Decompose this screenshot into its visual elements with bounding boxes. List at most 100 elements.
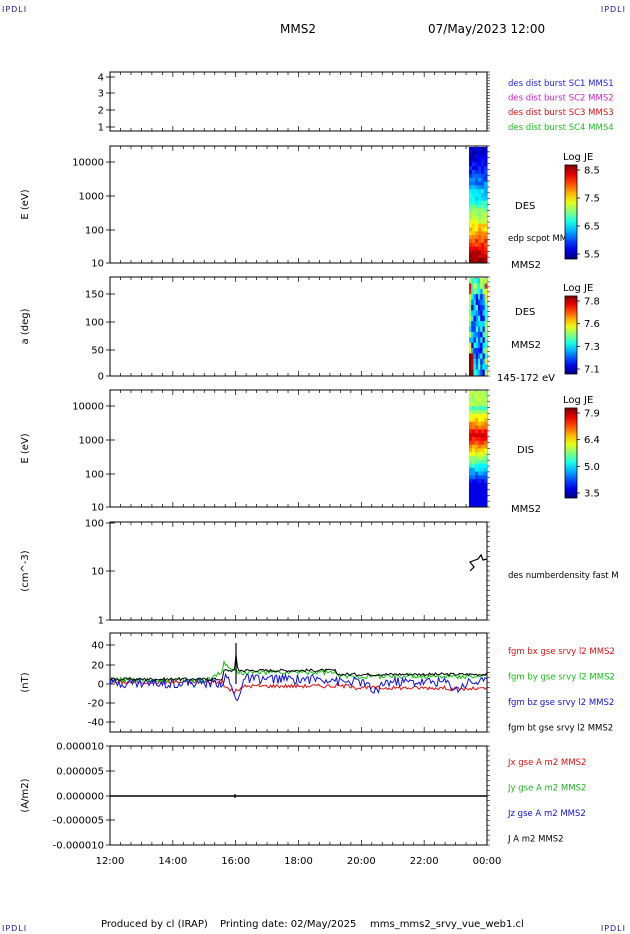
panel-4-cell: [475, 498, 479, 503]
panel-4-cell: [469, 406, 473, 411]
panel-4-cell: [469, 421, 473, 426]
panel-2-cell: [478, 216, 482, 221]
panel-3-cell: [473, 315, 477, 322]
panel-2-cell: [469, 208, 473, 213]
panel-3-ytick: 150: [85, 290, 104, 301]
panel-2-cell: [484, 219, 488, 225]
panel-2-cell: [469, 212, 473, 217]
panel-4-annotation-mms2: MMS2: [511, 504, 541, 515]
panel-4-cell: [469, 502, 473, 507]
panel-2-cell: [469, 239, 473, 244]
time-axis-label: 12:00: [96, 856, 125, 867]
panel-2-cell: [469, 170, 473, 175]
panel-4-cell: [475, 425, 479, 430]
panel-4-cell: [484, 467, 488, 472]
panel-3-cell: [475, 337, 479, 344]
panel-4-cell: [481, 502, 485, 507]
panel-3-cell: [469, 299, 472, 306]
panel-2-cell: [469, 254, 473, 259]
panel-2-annotation-scpot: edp scpot MMS2: [508, 234, 578, 244]
panel-2-cell: [484, 208, 488, 213]
panel-4-cell: [484, 394, 488, 400]
panel-4-cell: [478, 494, 482, 499]
panel-3-cell: [473, 358, 477, 365]
panel-3-cell: [469, 342, 472, 349]
panel-4-cell: [472, 394, 476, 400]
colorbar-dis-energy-tick: 5.0: [584, 462, 600, 473]
panel-2-cell: [478, 150, 482, 156]
panel-3-cell: [480, 321, 483, 328]
panel-4-cell: [478, 498, 482, 503]
panel-2-cell: [475, 204, 479, 209]
panel-2-cell: [481, 162, 485, 167]
panel-4-cell: [475, 406, 479, 411]
panel-3-cell: [473, 369, 477, 376]
panel-2-cell: [484, 254, 488, 259]
panel-2-cell: [481, 216, 485, 221]
panel-4-cell: [481, 429, 485, 434]
panel-4-cell: [472, 421, 476, 426]
panel-6-ytick: 40: [91, 641, 104, 652]
panel-4-cell: [481, 433, 485, 438]
panel-2-cell: [475, 242, 479, 248]
panel-4-cell: [475, 479, 479, 484]
panel-4-cell: [478, 502, 482, 507]
panel-4-cell: [478, 448, 482, 453]
panel-2-cell: [478, 204, 482, 209]
panel-2-cell: [475, 258, 479, 263]
panel-3-cell: [478, 283, 481, 290]
panel-7-ytick: 0.000005: [56, 767, 104, 778]
panel-2-cell: [475, 200, 479, 205]
panel-2-cell: [469, 162, 473, 167]
panel-3-cell: [471, 369, 474, 376]
panel-2-cell: [481, 147, 485, 152]
panel-2-cell: [469, 185, 473, 190]
panel-3-cell: [473, 326, 477, 333]
panel-3-cell: [480, 294, 483, 301]
panel-1-ytick: 4: [98, 73, 104, 84]
panel-3-cell: [475, 304, 479, 311]
panel-4-cell: [472, 406, 476, 411]
panel-4-cell: [469, 398, 473, 403]
panel-3-cell: [475, 358, 479, 365]
panel-2-cell: [469, 231, 473, 236]
panel-2-cell: [469, 219, 473, 225]
panel-4-cell: [478, 406, 482, 411]
panel-3-cell: [469, 288, 472, 295]
panel-4-cell: [481, 452, 485, 457]
panel-4-cell: [484, 425, 488, 430]
panel-4-cell: [484, 479, 488, 484]
panel-2-cell: [469, 166, 473, 171]
panel-4-cell: [472, 417, 476, 423]
panel-4-cell: [475, 483, 479, 488]
panel-3-cell: [480, 337, 483, 344]
panel-3-cell: [482, 364, 486, 371]
panel-2-cell: [478, 170, 482, 175]
panel-2-cell: [478, 212, 482, 217]
panel-4-cell: [472, 402, 476, 407]
panel-2-cell: [475, 154, 479, 159]
panel-4-cell: [475, 448, 479, 453]
panel-4-cell: [481, 406, 485, 411]
panel-3-cell: [484, 278, 488, 284]
panel-1-ytick: 2: [98, 106, 104, 117]
panel-4-cell: [469, 490, 473, 495]
panel-4-cell: [481, 490, 485, 495]
panel-2-cell: [472, 158, 476, 163]
panel-6-legend-3: fgm bz gse srvy l2 MMS2: [508, 698, 614, 708]
panel-3-cell: [473, 331, 477, 338]
panel-4-cell: [478, 475, 482, 480]
panel-3-cell: [473, 288, 477, 295]
panel-3-cell: [484, 299, 488, 306]
panel-2-cell: [472, 239, 476, 244]
logo-bottom-left: IPDLI: [2, 924, 28, 933]
panel-3-cell: [475, 364, 479, 371]
panel-2-cell: [481, 246, 485, 251]
panel-4-cell: [472, 414, 476, 419]
panel-6-bt-line: [109, 654, 487, 682]
panel-2-cell: [484, 212, 488, 217]
panel-2-cell: [475, 185, 479, 190]
panel-3-cell: [475, 310, 479, 317]
panel-2-cell: [484, 239, 488, 244]
panel-4-frame: [109, 389, 488, 508]
